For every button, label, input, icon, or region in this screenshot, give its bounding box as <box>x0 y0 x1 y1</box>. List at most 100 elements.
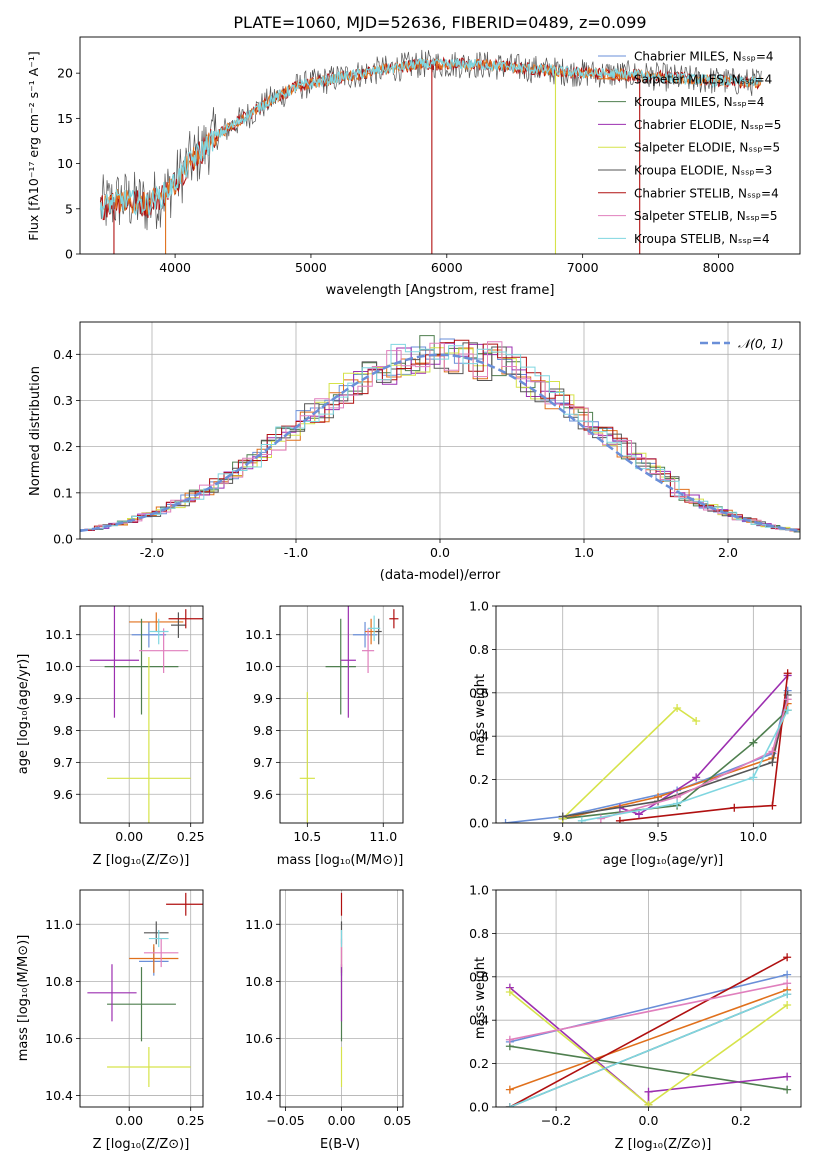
age-vs-Z-panel: 0.00 0.25 9.6 9.7 9.8 9.9 10.0 10.1 <box>45 605 205 844</box>
mass-weight-vs-age-ylabel: mass weight <box>473 674 488 756</box>
age-vs-Z-ylabel: age [log₁₀(age/yr)] <box>16 654 31 775</box>
y-tick-label: 0.2 <box>53 439 73 454</box>
legend-entry: Salpeter STELIB, Nₛₛₚ=5 <box>634 209 778 223</box>
y-tick-label: 11.0 <box>45 917 73 932</box>
mass-weight-vs-Z-xlabel: Z [log₁₀(Z/Z⊙)] <box>615 1137 712 1152</box>
data-point <box>166 892 203 916</box>
legend-entry: 𝒩(0, 1) <box>738 336 784 351</box>
weight-series-8 <box>509 993 788 1107</box>
weight-series-6 <box>619 673 789 822</box>
mass-weight-vs-age-xlabel: age [log₁₀(age/yr)] <box>603 853 724 868</box>
x-tick-label: −0.05 <box>266 1113 304 1128</box>
x-tick-label: 0.05 <box>383 1113 411 1128</box>
histogram-series-1 <box>84 347 800 531</box>
legend-entry: Chabrier STELIB, Nₛₛₚ=4 <box>634 186 779 200</box>
x-tick-label: 10.0 <box>739 829 767 844</box>
y-tick-label: 0.6 <box>469 969 489 984</box>
y-tick-label: 11.0 <box>245 917 273 932</box>
mass-vs-EBV-xlabel: E(B-V) <box>320 1137 360 1152</box>
x-tick-label: 0.0 <box>430 545 450 560</box>
weight-marker <box>692 773 701 782</box>
x-tick-label: 8000 <box>703 260 735 275</box>
axes-frame <box>279 605 404 824</box>
data-point <box>129 944 179 973</box>
x-tick-label: 0.0 <box>639 1113 659 1128</box>
axes-frame <box>79 605 204 824</box>
errorbars <box>87 892 203 1088</box>
weight-marker <box>783 979 792 988</box>
axes-frame <box>79 36 801 255</box>
x-tick-label: 5000 <box>295 260 327 275</box>
x-tick-label: 0.00 <box>115 829 143 844</box>
y-tick-label: 20 <box>57 66 73 81</box>
y-tick-label: 1.0 <box>469 599 489 614</box>
weight-marker <box>634 810 643 819</box>
x-tick-label: 9.0 <box>553 829 573 844</box>
weight-marker <box>505 987 514 996</box>
y-tick-label: 1.0 <box>469 883 489 898</box>
spectrum-title: PLATE=1060, MJD=52636, FIBERID=0489, z=0… <box>233 13 646 32</box>
data-point <box>375 618 382 645</box>
weight-marker <box>749 738 758 747</box>
normal-curve <box>80 353 800 533</box>
spectrum-panel: 4000 5000 6000 7000 8000 0 5 10 15 20 Chabrier MIL… <box>57 36 801 275</box>
x-tick-label: 0.25 <box>177 1113 205 1128</box>
weight-marker <box>783 970 792 979</box>
histogram-series-4 <box>84 347 800 532</box>
data-point <box>340 606 356 718</box>
legend-entry: Chabrier ELODIE, Nₛₛₚ=5 <box>634 118 781 132</box>
data-point <box>368 615 381 642</box>
x-tick-label: 0.2 <box>731 1113 751 1128</box>
age-vs-mass-panel: 10.5 11.0 9.6 9.7 9.8 9.9 10.0 10.1 <box>245 605 404 844</box>
y-tick-label: 0.0 <box>53 532 73 547</box>
weight-series-7 <box>509 982 788 1041</box>
weight-marker <box>505 1103 514 1107</box>
spectrum-lines <box>99 49 762 254</box>
y-tick-label: 10.8 <box>45 974 73 989</box>
legend-entry: Kroupa STELIB, Nₛₛₚ=4 <box>634 232 770 246</box>
legend-entry: Chabrier MILES, Nₛₛₚ=4 <box>634 50 774 64</box>
weight-marker <box>558 812 567 821</box>
y-tick-label: 0.2 <box>469 772 489 787</box>
weight-marker <box>783 953 792 962</box>
weight-marker <box>501 819 510 823</box>
weight-marker <box>783 1001 792 1010</box>
x-tick-label: 11.0 <box>369 829 397 844</box>
errorbars <box>299 606 399 823</box>
mass-vs-Z-ylabel: mass [log₁₀(M/M⊙)] <box>16 935 31 1062</box>
y-tick-label: 0.2 <box>469 1056 489 1071</box>
y-tick-label: 9.7 <box>53 755 73 770</box>
histogram-series-3 <box>80 342 800 532</box>
weight-marker <box>692 717 701 726</box>
y-tick-label: 10.4 <box>245 1088 273 1103</box>
spectrum-ylabel: Flux [fλ10⁻¹⁷ erg cm⁻² s⁻¹ A⁻¹] <box>26 51 41 240</box>
weight-marker <box>749 773 758 782</box>
y-tick-label: 10.1 <box>45 627 73 642</box>
y-tick-label: 9.6 <box>253 787 273 802</box>
y-tick-label: 0.4 <box>469 1013 489 1028</box>
data-point <box>139 628 189 674</box>
data-point <box>89 606 140 718</box>
x-tick-label: 0.00 <box>115 1113 143 1128</box>
weight-marker <box>783 1085 792 1094</box>
weight-marker <box>783 706 792 715</box>
y-tick-label: 10.0 <box>45 659 73 674</box>
y-tick-label: 5 <box>65 201 73 216</box>
data-point <box>87 964 137 1022</box>
x-tick-label: 9.5 <box>648 829 668 844</box>
y-tick-label: 0.1 <box>53 485 73 500</box>
axes-frame <box>279 889 404 1108</box>
x-tick-label: 0.00 <box>328 1113 356 1128</box>
age-vs-Z-xlabel: Z [log₁₀(Z/Z⊙)] <box>93 853 190 868</box>
mass-vs-Z-panel: 0.00 0.25 10.4 10.6 10.8 11.0 <box>45 889 205 1128</box>
weight-marker <box>615 816 624 823</box>
x-tick-label: 4000 <box>159 260 191 275</box>
histogram-series-6 <box>80 339 800 533</box>
data-point <box>107 1047 191 1088</box>
weight-marker <box>673 703 682 712</box>
errorbars <box>89 606 203 823</box>
y-tick-label: 9.7 <box>253 755 273 770</box>
weight-marker <box>783 669 792 678</box>
spectrum-line-3 <box>99 58 762 219</box>
